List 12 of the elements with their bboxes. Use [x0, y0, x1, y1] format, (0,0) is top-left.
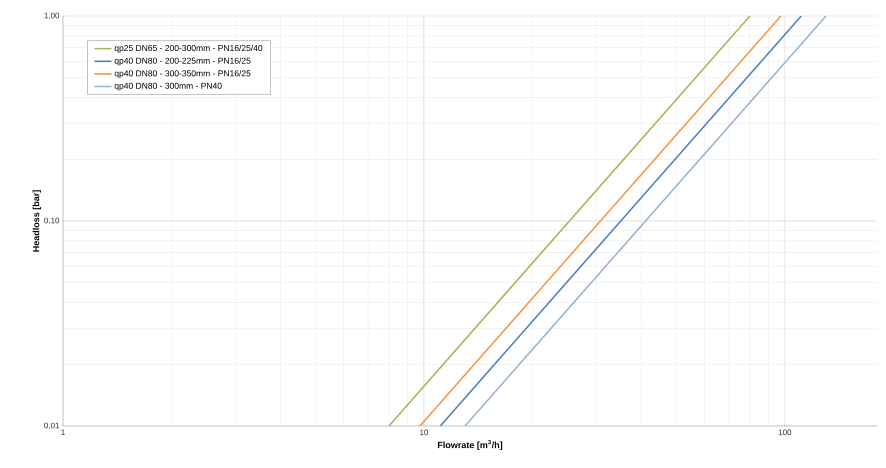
- x-axis-title: Flowrate [m$^{3}$/h]: [438, 440, 502, 450]
- y-tick-label: 1,00: [44, 12, 60, 20]
- y-tick-label: 0,01: [44, 422, 60, 430]
- legend-label: qp25 DN65 - 200-300mm - PN16/25/40: [114, 44, 262, 53]
- y-axis-title: Headloss [bar]: [32, 190, 42, 252]
- x-tick-label: 1: [61, 430, 65, 436]
- y-tick-label: 0,10: [44, 218, 60, 224]
- legend-label: qp40 DN80 - 200-225mm - PN16/25: [114, 57, 250, 66]
- x-tick-label: 100: [778, 430, 792, 436]
- legend-label: qp40 DN80 - 300-350mm - PN16/25: [114, 70, 250, 78]
- legend-label: qp40 DN80 - 300mm - PN40: [114, 82, 222, 90]
- x-tick-label: 10: [420, 430, 428, 436]
